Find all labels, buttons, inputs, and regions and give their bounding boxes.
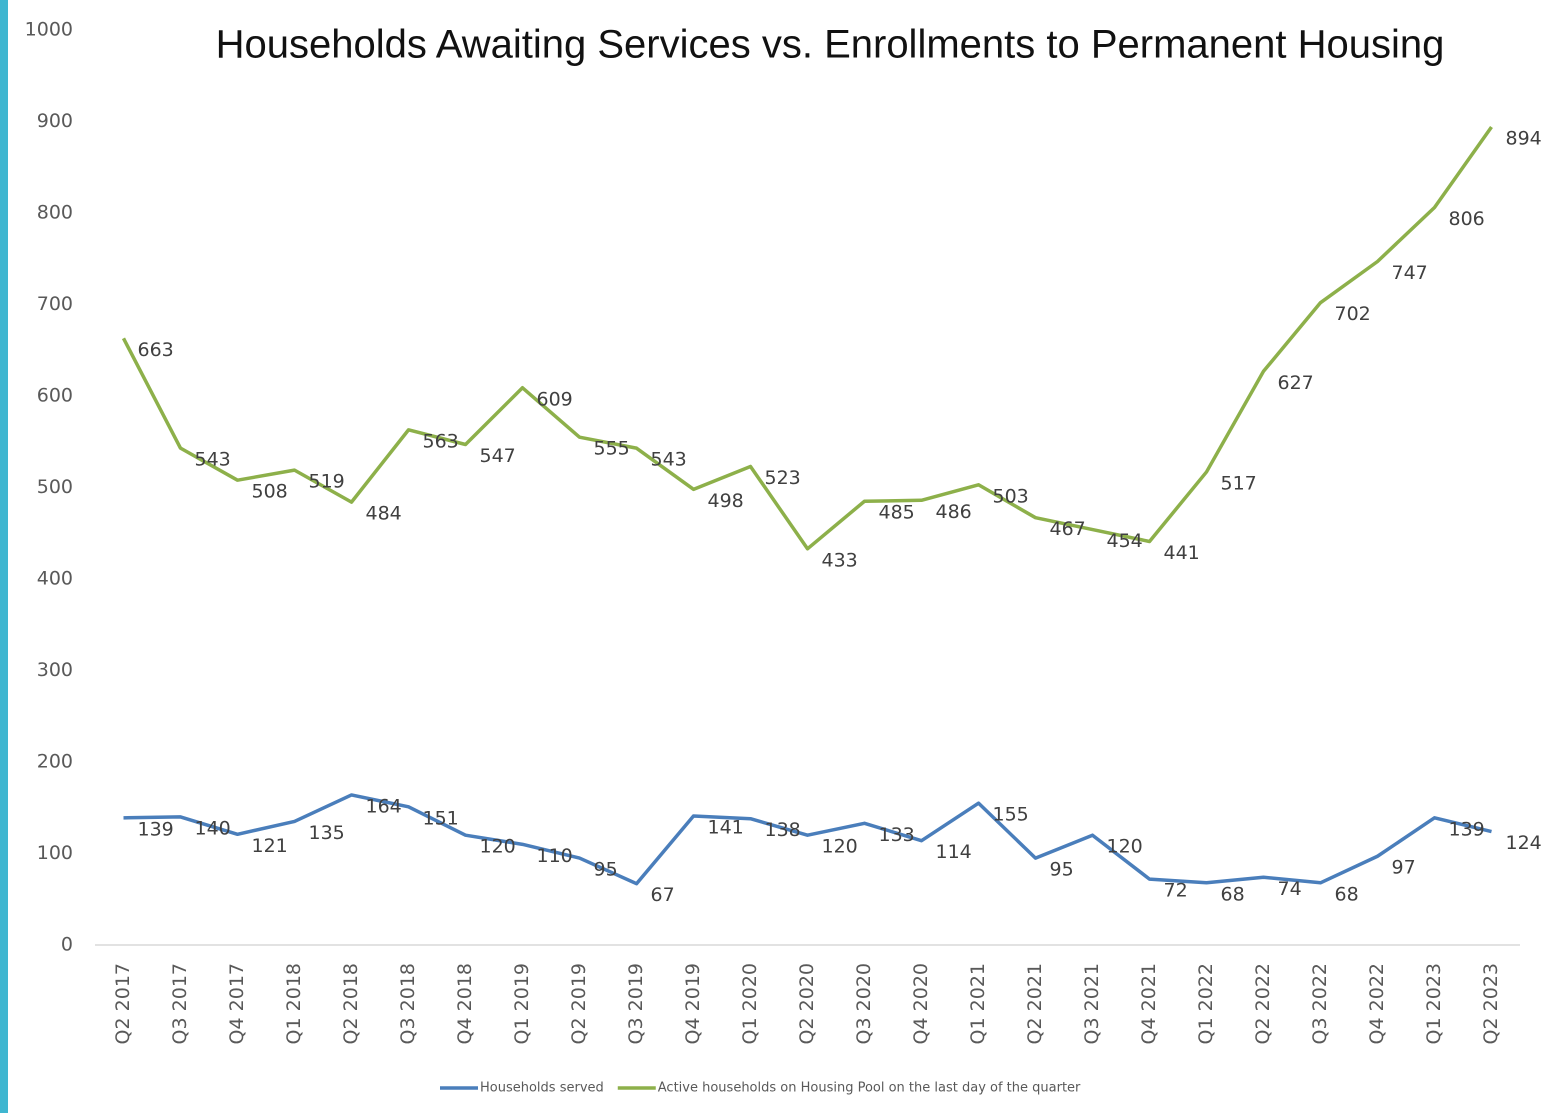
data-label: 517 — [1221, 472, 1257, 494]
data-label: 114 — [936, 841, 972, 863]
x-tick-label: Q3 2017 — [169, 963, 191, 1044]
y-tick-label: 600 — [37, 385, 73, 407]
x-tick-label: Q4 2017 — [226, 963, 248, 1044]
data-label: 164 — [366, 795, 402, 817]
x-tick-label: Q2 2017 — [112, 963, 134, 1044]
series-line — [121, 125, 1493, 551]
x-tick-label: Q3 2019 — [625, 963, 647, 1044]
data-label: 97 — [1392, 857, 1416, 879]
data-label: 543 — [651, 449, 687, 471]
data-label: 485 — [879, 502, 915, 524]
data-label: 894 — [1506, 127, 1542, 149]
y-tick-label: 300 — [37, 659, 73, 681]
data-label: 547 — [480, 445, 516, 467]
data-label: 68 — [1335, 883, 1359, 905]
data-label: 139 — [138, 818, 174, 840]
x-tick-label: Q2 2018 — [340, 963, 362, 1044]
x-tick-label: Q4 2022 — [1366, 963, 1388, 1044]
y-tick-label: 0 — [61, 934, 73, 956]
data-label: 543 — [195, 449, 231, 471]
data-label: 151 — [423, 807, 459, 829]
y-tick-label: 900 — [37, 110, 73, 132]
x-tick-label: Q3 2022 — [1309, 963, 1331, 1044]
x-tick-label: Q1 2020 — [739, 963, 761, 1044]
data-label: 467 — [1050, 518, 1086, 540]
data-label: 124 — [1506, 832, 1542, 854]
data-label: 441 — [1164, 542, 1200, 564]
data-label: 120 — [480, 836, 516, 858]
x-tick-label: Q1 2019 — [511, 963, 533, 1044]
legend-label: Active households on Housing Pool on the… — [658, 1081, 1081, 1096]
data-label: 155 — [993, 804, 1029, 826]
x-tick-label: Q3 2021 — [1081, 963, 1103, 1044]
x-tick-label: Q3 2018 — [397, 963, 419, 1044]
chart-title: Households Awaiting Services vs. Enrollm… — [216, 23, 1445, 67]
y-tick-label: 500 — [37, 476, 73, 498]
data-label: 141 — [708, 816, 744, 838]
y-tick-label: 1000 — [25, 19, 73, 41]
data-label: 120 — [1107, 836, 1143, 858]
data-label: 663 — [138, 339, 174, 361]
x-tick-label: Q4 2021 — [1138, 963, 1160, 1044]
x-tick-label: Q2 2020 — [796, 963, 818, 1044]
data-label: 484 — [366, 503, 402, 525]
data-label: 67 — [651, 884, 675, 906]
y-tick-label: 200 — [37, 751, 73, 773]
data-label: 140 — [195, 817, 231, 839]
data-label: 139 — [1449, 818, 1485, 840]
x-tick-label: Q3 2020 — [853, 963, 875, 1044]
data-label: 133 — [879, 824, 915, 846]
x-tick-label: Q4 2019 — [682, 963, 704, 1044]
data-label: 563 — [423, 430, 459, 452]
data-label: 702 — [1335, 303, 1371, 325]
data-label: 135 — [309, 822, 345, 844]
data-label: 121 — [252, 835, 288, 857]
data-label: 72 — [1164, 880, 1188, 902]
x-tick-label: Q2 2023 — [1480, 963, 1502, 1044]
x-tick-label: Q1 2018 — [283, 963, 305, 1044]
x-tick-label: Q4 2020 — [910, 963, 932, 1044]
data-label: 627 — [1278, 372, 1314, 394]
data-label: 747 — [1392, 262, 1428, 284]
data-label: 433 — [822, 549, 858, 571]
data-label: 503 — [993, 485, 1029, 507]
data-label: 519 — [309, 471, 345, 493]
data-label: 120 — [822, 836, 858, 858]
data-label: 68 — [1221, 883, 1245, 905]
side-bar — [0, 0, 8, 1113]
x-tick-label: Q2 2019 — [568, 963, 590, 1044]
data-label: 95 — [1050, 859, 1074, 881]
data-label: 110 — [537, 845, 573, 867]
x-tick-label: Q1 2022 — [1195, 963, 1217, 1044]
data-label: 95 — [594, 859, 618, 881]
data-label: 498 — [708, 490, 744, 512]
data-label: 74 — [1278, 878, 1302, 900]
x-tick-label: Q2 2021 — [1024, 963, 1046, 1044]
data-label: 454 — [1107, 530, 1143, 552]
series-line — [123, 793, 1492, 886]
data-label: 806 — [1449, 208, 1485, 230]
data-label: 486 — [936, 501, 972, 523]
data-label: 508 — [252, 481, 288, 503]
x-tick-label: Q4 2018 — [454, 963, 476, 1044]
x-tick-label: Q1 2021 — [967, 963, 989, 1044]
y-tick-label: 100 — [37, 842, 73, 864]
y-tick-label: 700 — [37, 293, 73, 315]
data-label: 523 — [765, 467, 801, 489]
x-tick-label: Q1 2023 — [1423, 963, 1445, 1044]
y-tick-label: 400 — [37, 568, 73, 590]
data-label: 138 — [765, 819, 801, 841]
data-label: 555 — [594, 438, 630, 460]
x-tick-label: Q2 2022 — [1252, 963, 1274, 1044]
y-tick-label: 800 — [37, 202, 73, 224]
legend-label: Households served — [480, 1081, 604, 1096]
data-label: 609 — [537, 388, 573, 410]
